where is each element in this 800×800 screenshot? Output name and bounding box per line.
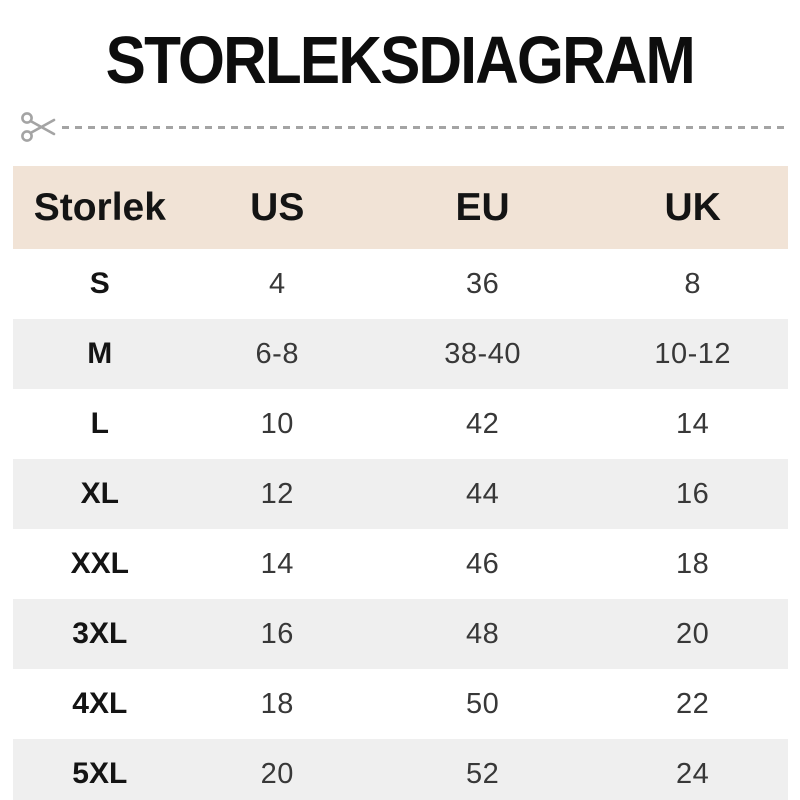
table-row-5xl: 5XL 20 52 24 xyxy=(13,739,788,800)
size-chart-table: Storlek US EU UK S 4 36 8 M 6-8 38-40 10… xyxy=(13,166,788,800)
table-row-xl: XL 12 44 16 xyxy=(13,459,788,529)
eu-cell: 46 xyxy=(466,547,500,580)
scissors-icon xyxy=(21,112,56,142)
eu-cell: 42 xyxy=(466,407,500,440)
title-bar: STORLEKSDIAGRAM xyxy=(0,20,800,100)
size-cell: 4XL xyxy=(72,687,128,720)
size-cell: S xyxy=(89,267,110,300)
uk-cell: 22 xyxy=(676,687,710,720)
uk-cell: 18 xyxy=(676,547,710,580)
header-uk: UK xyxy=(597,166,788,249)
table-row-xxl: XXL 14 46 18 xyxy=(13,529,788,599)
uk-cell: 8 xyxy=(684,267,701,300)
us-cell: 18 xyxy=(260,687,294,720)
size-cell: XL xyxy=(80,477,119,510)
header-eu: EU xyxy=(367,166,598,249)
size-cell: M xyxy=(87,337,113,370)
uk-cell: 20 xyxy=(676,617,710,650)
uk-cell: 24 xyxy=(676,757,710,790)
size-cell: L xyxy=(90,407,109,440)
eu-cell: 38-40 xyxy=(444,337,521,370)
page-title: STORLEKSDIAGRAM xyxy=(105,22,696,98)
us-cell: 6-8 xyxy=(255,337,299,370)
eu-cell: 36 xyxy=(466,267,500,300)
eu-cell: 52 xyxy=(466,757,500,790)
uk-cell: 10-12 xyxy=(654,337,731,370)
table-row-l: L 10 42 14 xyxy=(13,389,788,459)
uk-cell: 16 xyxy=(676,477,710,510)
us-cell: 4 xyxy=(268,267,286,300)
size-cell: 3XL xyxy=(72,617,128,650)
eu-cell: 48 xyxy=(466,617,500,650)
eu-cell: 44 xyxy=(466,477,500,510)
us-cell: 12 xyxy=(260,477,294,510)
eu-cell: 50 xyxy=(466,687,500,720)
table-row-4xl: 4XL 18 50 22 xyxy=(13,669,788,739)
table-header-row: Storlek US EU UK xyxy=(13,166,788,249)
us-cell: 20 xyxy=(260,757,294,790)
header-storlek: Storlek xyxy=(13,166,187,249)
table-row-m: M 6-8 38-40 10-12 xyxy=(13,319,788,389)
table-row-3xl: 3XL 16 48 20 xyxy=(13,599,788,669)
cut-here-line xyxy=(20,108,788,146)
uk-cell: 14 xyxy=(676,407,710,440)
us-cell: 16 xyxy=(260,617,294,650)
size-cell: 5XL xyxy=(72,757,128,790)
table-row-s: S 4 36 8 xyxy=(13,249,788,319)
us-cell: 14 xyxy=(260,547,294,580)
dashed-cut-line xyxy=(62,125,788,129)
us-cell: 10 xyxy=(260,407,294,440)
size-cell: XXL xyxy=(70,547,129,580)
header-us: US xyxy=(186,166,368,249)
